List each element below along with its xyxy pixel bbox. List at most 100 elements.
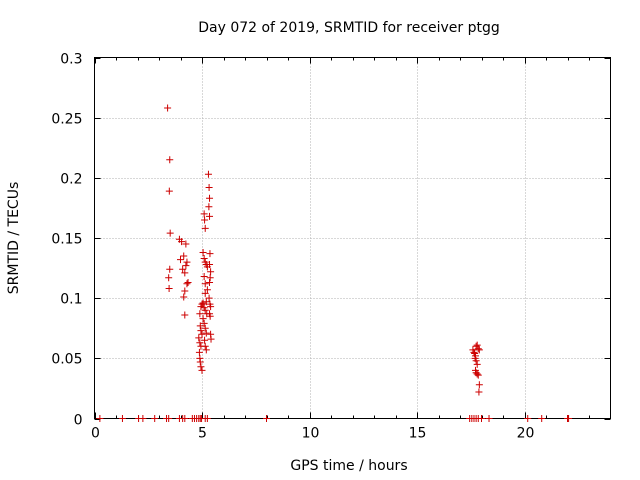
data-point: [196, 339, 204, 347]
data-point: [203, 415, 211, 422]
data-point: [165, 187, 173, 195]
data-point: [565, 415, 573, 422]
data-point: [475, 388, 483, 396]
data-point: [165, 285, 173, 293]
data-point: [181, 415, 189, 422]
data-point: [206, 260, 214, 268]
data-point: [485, 415, 493, 422]
x-tick-label: 20: [517, 426, 535, 442]
data-point: [202, 346, 210, 354]
data-point: [196, 358, 204, 366]
data-point: [204, 170, 212, 178]
data-point: [139, 415, 147, 422]
data-point: [196, 322, 204, 330]
data-point: [181, 287, 189, 295]
data-point: [197, 327, 205, 335]
data-point: [200, 319, 208, 327]
ticks: 0 5 10 15 20 0 0.05 0.1 0.15 0.2 0.25 0.3: [51, 52, 611, 442]
data-point: [206, 212, 214, 220]
data-point: [201, 216, 209, 224]
data-point: [206, 279, 214, 287]
data-point: [472, 357, 480, 365]
data-point: [201, 224, 209, 232]
data-point: [195, 348, 203, 356]
data-point: [201, 306, 209, 314]
data-point: [473, 341, 481, 349]
x-axis-label: GPS time / hours: [290, 458, 407, 474]
y-tick-label: 0.25: [51, 112, 82, 128]
data-point: [207, 268, 215, 276]
y-tick-label: 0.15: [51, 232, 82, 248]
data-point: [475, 381, 483, 389]
y-tick-label: 0.05: [51, 352, 82, 368]
y-tick-label: 0.3: [60, 52, 82, 68]
data-point: [165, 274, 173, 282]
data-point: [166, 265, 174, 273]
data-point: [206, 312, 214, 320]
data-point: [183, 258, 191, 266]
data-point: [201, 289, 209, 297]
data-point: [164, 104, 172, 112]
data-point: [206, 194, 214, 202]
data-point: [473, 360, 481, 368]
x-tick-label: 15: [409, 426, 427, 442]
data-point: [205, 183, 213, 191]
data-point: [538, 415, 546, 422]
data-point: [206, 250, 214, 258]
data-point: [196, 310, 204, 318]
data-point: [205, 203, 213, 211]
data-point: [199, 299, 207, 307]
data-point: [524, 415, 532, 422]
data-point: [96, 415, 104, 422]
data-point: [474, 371, 482, 379]
data-point: [205, 294, 213, 302]
y-tick-label: 0.2: [60, 172, 82, 188]
x-tick-label: 0: [91, 426, 100, 442]
data-point: [201, 280, 209, 288]
data-point: [202, 298, 210, 306]
data-point: [197, 363, 205, 371]
data-point: [178, 238, 186, 246]
data-point: [201, 324, 209, 332]
data-point: [182, 262, 190, 270]
data-point: [202, 329, 210, 337]
data-point: [182, 240, 190, 248]
data-point: [166, 156, 174, 164]
data-point: [198, 366, 206, 374]
data-point: [180, 293, 188, 301]
y-tick-label: 0: [74, 413, 83, 429]
x-tick-label: 10: [302, 426, 320, 442]
data-point: [201, 336, 209, 344]
data-point: [473, 370, 481, 378]
data-point: [165, 415, 173, 422]
data-point: [475, 346, 483, 354]
data-point: [181, 311, 189, 319]
data-point: [199, 248, 207, 256]
data-point: [181, 269, 189, 277]
data-point: [151, 415, 159, 422]
data-point: [166, 229, 174, 237]
data-point: [199, 315, 207, 323]
data-point: [177, 256, 184, 264]
data-point: [203, 286, 211, 294]
data-point: [183, 280, 191, 288]
data-point: [474, 345, 482, 353]
data-point: [118, 415, 126, 422]
data-points: [96, 104, 573, 422]
data-point: [179, 265, 187, 273]
data-point: [207, 335, 215, 343]
data-point: [184, 279, 192, 287]
data-point: [470, 348, 478, 356]
data-point: [201, 342, 209, 350]
data-point: [206, 274, 214, 282]
data-point: [207, 303, 215, 311]
y-tick-label: 0.1: [60, 292, 82, 308]
data-point: [478, 415, 485, 422]
grid: [94, 57, 611, 419]
data-point: [180, 252, 188, 260]
x-tick-label: 5: [198, 426, 207, 442]
data-point: [263, 415, 270, 422]
chart-title: Day 072 of 2019, SRMTID for receiver ptg…: [198, 20, 500, 36]
